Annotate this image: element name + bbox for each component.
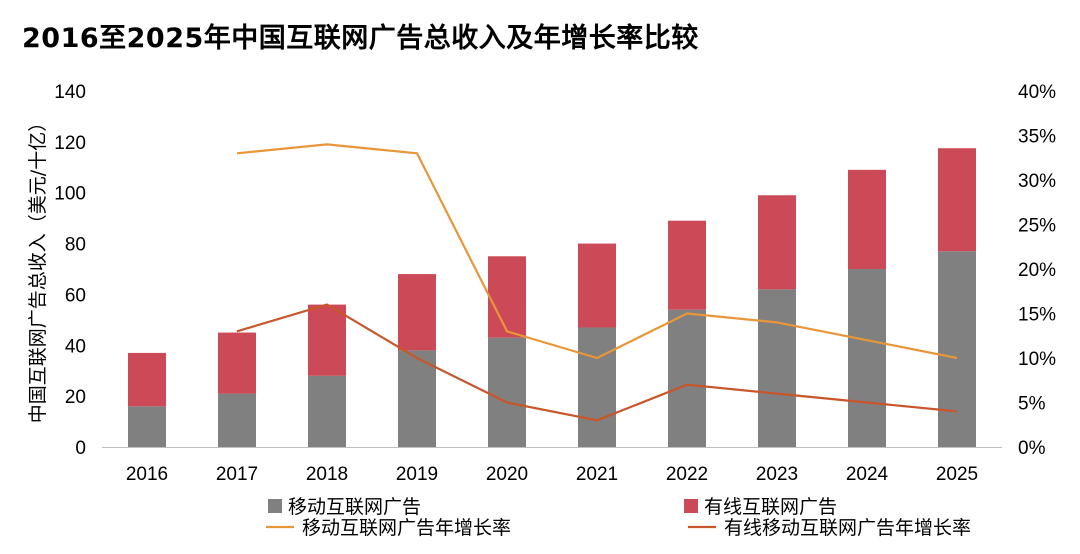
bar-mobile [938,251,976,447]
bar-mobile [668,309,706,447]
x-tick-label: 2024 [846,464,889,485]
y-tick-label: 140 [54,82,86,103]
bar-wired [308,304,346,376]
y2-tick-label: 5% [1018,394,1046,415]
bar-mobile [578,327,616,447]
x-tick-label: 2016 [126,464,168,485]
y2-tick-label: 40% [1018,82,1056,103]
bar-mobile [398,350,436,447]
legend-swatch [268,499,282,513]
bar-wired [488,256,526,338]
x-tick-label: 2017 [216,464,258,485]
y2-tick-label: 25% [1018,216,1056,237]
legend-label: 有线移动互联网广告年增长率 [724,517,971,539]
x-tick-label: 2023 [756,464,798,485]
bar-wired [848,169,886,269]
line-wired-growth [236,303,958,422]
bar-wired [758,195,796,290]
bar-wired [578,243,616,328]
y2-tick-label: 35% [1018,127,1056,148]
y-tick-label: 120 [54,133,86,154]
bar-mobile [218,393,256,447]
x-tick-label: 2022 [666,464,708,485]
y2-tick-label: 10% [1018,349,1056,370]
legend-swatch [684,499,698,513]
bar-wired [128,352,166,407]
y2-tick-label: 20% [1018,260,1056,281]
x-tick-label: 2018 [306,464,348,485]
y-axis-label: 中国互联网广告总收入（美元/十亿） [27,113,49,423]
bar-mobile [488,337,526,447]
chart-title: 2016至2025年中国互联网广告总收入及年增长率比较 [22,23,699,54]
x-tick-label: 2025 [936,464,978,485]
legend-label: 移动互联网广告 [288,496,421,518]
line-mobile-growth [236,143,958,360]
y-tick-label: 60 [65,285,86,306]
y2-tick-label: 0% [1018,438,1046,459]
bar-mobile [848,269,886,447]
x-tick-label: 2019 [396,464,438,485]
bar-wired [938,148,976,252]
bar-wired [218,332,256,394]
bar-mobile [308,375,346,447]
y-tick-label: 0 [75,438,86,459]
bar-mobile [758,289,796,447]
y-tick-label: 20 [65,387,86,408]
y2-tick-label: 30% [1018,171,1056,192]
y-tick-label: 100 [54,184,86,205]
x-tick-label: 2021 [576,464,618,485]
legend-label: 有线互联网广告 [704,496,837,518]
x-tick-label: 2020 [486,464,528,485]
y-tick-label: 40 [65,336,86,357]
bar-mobile [128,406,166,447]
y-tick-label: 80 [65,235,86,256]
y2-tick-label: 15% [1018,305,1056,326]
legend-label: 移动互联网广告年增长率 [302,517,511,539]
bar-wired [668,220,706,310]
bar-wired [398,274,436,351]
